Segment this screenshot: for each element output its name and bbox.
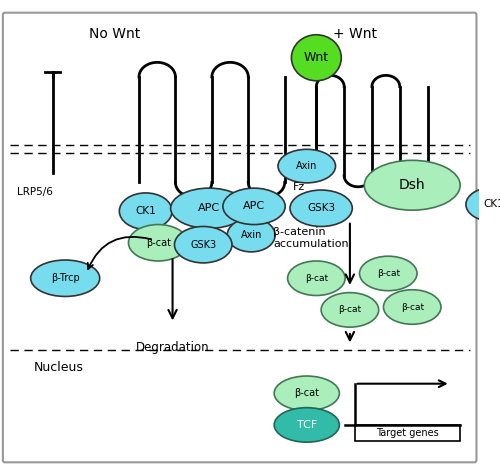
Text: CK1: CK1 (484, 200, 500, 209)
Ellipse shape (360, 256, 417, 291)
Text: β-cat: β-cat (338, 305, 361, 314)
Ellipse shape (227, 218, 275, 252)
Text: Axin: Axin (296, 161, 318, 171)
Text: GSK3: GSK3 (190, 240, 216, 250)
Text: β-catenin
accumulation: β-catenin accumulation (273, 228, 349, 249)
Bar (354, 425, 460, 441)
Ellipse shape (30, 260, 100, 296)
Ellipse shape (128, 225, 188, 261)
Ellipse shape (290, 190, 352, 227)
Text: Dsh: Dsh (399, 178, 425, 192)
Ellipse shape (278, 149, 336, 183)
Text: LRP5/6: LRP5/6 (18, 187, 53, 197)
Ellipse shape (288, 261, 345, 295)
Text: Target genes: Target genes (376, 428, 439, 437)
Text: No Wnt: No Wnt (90, 27, 140, 41)
Text: Degradation: Degradation (136, 341, 210, 353)
Ellipse shape (321, 293, 378, 327)
Ellipse shape (384, 290, 441, 324)
FancyBboxPatch shape (3, 13, 476, 462)
Text: Axin: Axin (240, 230, 262, 240)
Ellipse shape (274, 408, 340, 442)
Ellipse shape (223, 188, 285, 225)
Text: APC: APC (198, 203, 220, 213)
Text: APC: APC (243, 201, 265, 211)
Text: Wnt: Wnt (304, 51, 329, 64)
Text: Nucleus: Nucleus (34, 361, 84, 374)
Text: β-cat: β-cat (294, 388, 320, 398)
Text: β-cat: β-cat (376, 269, 400, 278)
Text: β-cat: β-cat (305, 274, 328, 283)
Ellipse shape (170, 188, 248, 228)
Text: + Wnt: + Wnt (332, 27, 376, 41)
Text: β-Trcp: β-Trcp (51, 273, 80, 283)
Text: GSK3: GSK3 (307, 203, 335, 213)
Text: β-cat: β-cat (146, 238, 171, 248)
Ellipse shape (274, 376, 340, 410)
Ellipse shape (174, 227, 232, 263)
Text: β-cat: β-cat (400, 303, 424, 312)
Text: CK1: CK1 (136, 206, 156, 216)
Ellipse shape (120, 193, 172, 229)
Ellipse shape (466, 187, 500, 222)
Ellipse shape (364, 161, 460, 210)
Text: TCF: TCF (296, 420, 317, 430)
Ellipse shape (292, 35, 342, 81)
Text: Fz: Fz (292, 182, 304, 192)
